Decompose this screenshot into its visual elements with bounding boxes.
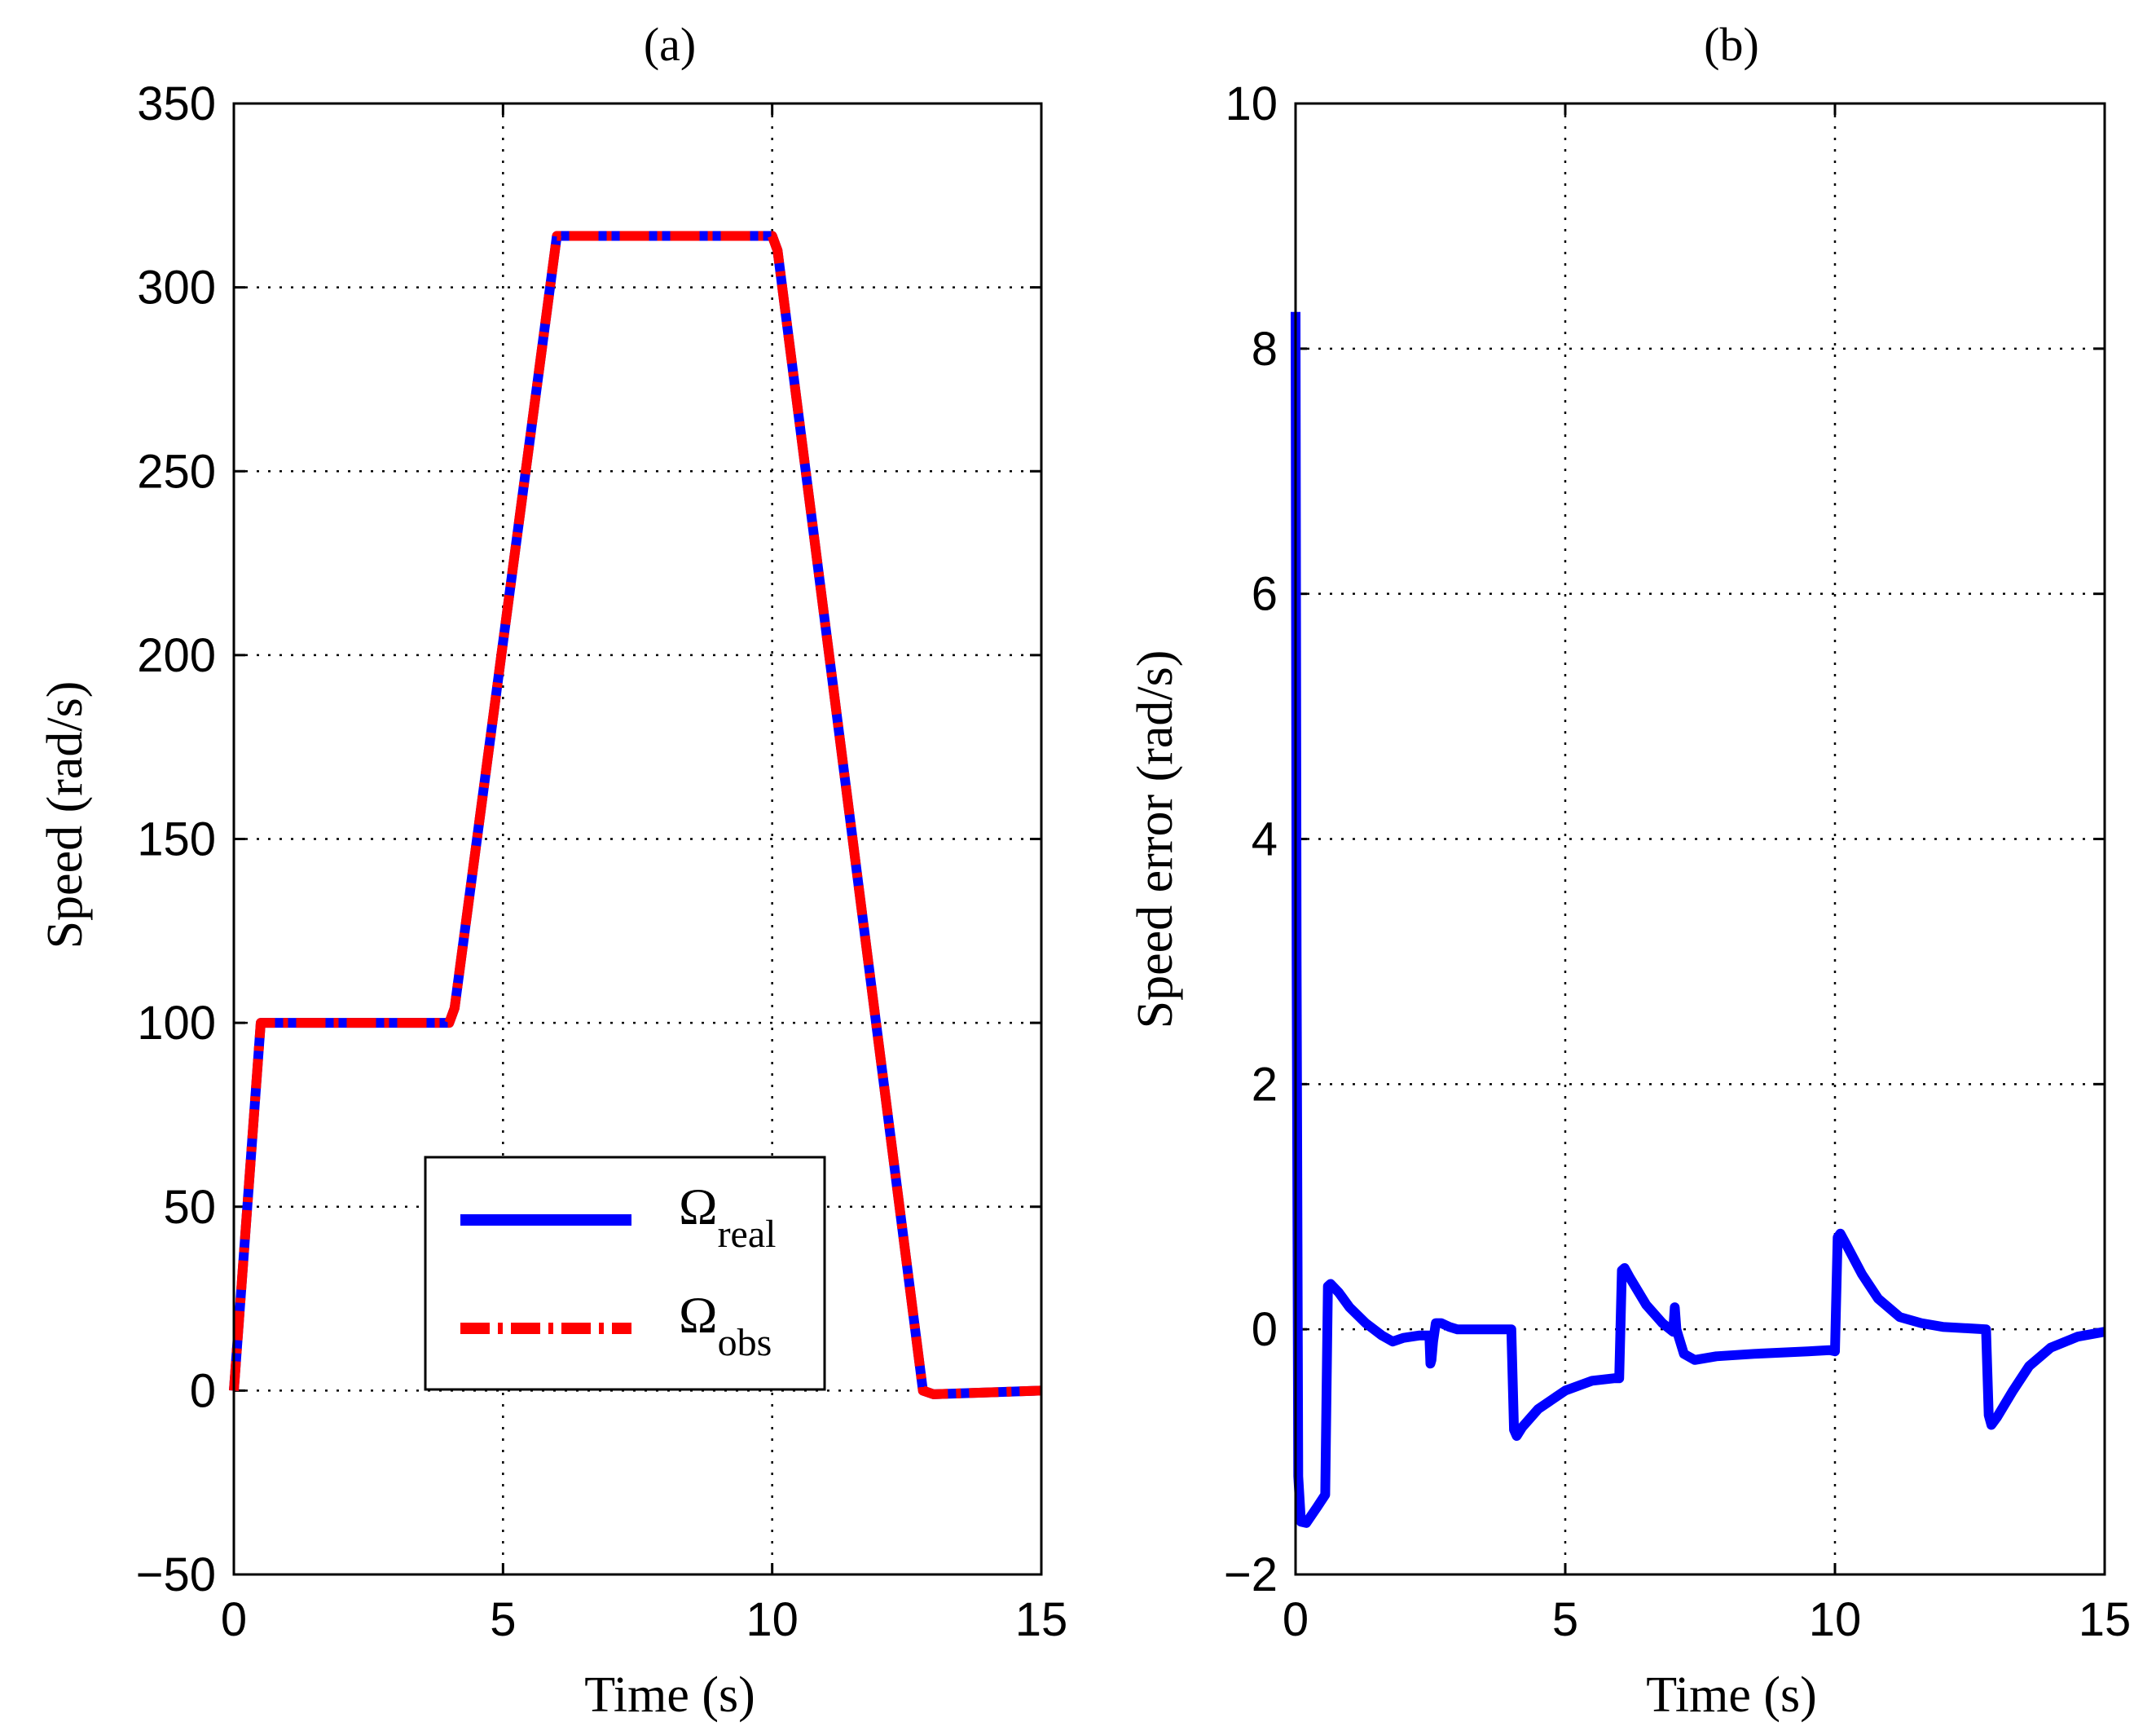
panel-b-ytick-label: 0 xyxy=(1252,1303,1278,1356)
panel-a-ytick-label: 300 xyxy=(137,262,216,315)
panel-a-ytick-label: 250 xyxy=(137,445,216,498)
legend-label-obs: Ωobs xyxy=(679,1286,772,1364)
panel-a-series-obs xyxy=(229,231,1042,1399)
panel-b-frame xyxy=(1294,102,2106,1576)
panel-b-ytick-label: −2 xyxy=(1224,1548,1278,1601)
panel-a-ytick-label: 200 xyxy=(137,629,216,682)
panel-b-xtick-label: 10 xyxy=(1809,1593,1862,1646)
panel-b-series-speed-error xyxy=(1291,311,2106,1528)
panel-a-ytick-label: 350 xyxy=(137,77,216,130)
panel-a-ytick-label: 150 xyxy=(137,813,216,866)
panel-a-ytick-label: −50 xyxy=(136,1548,216,1601)
panel-a-title: (a) xyxy=(644,18,696,71)
panel-b-lines xyxy=(1291,311,2106,1528)
panel-a: (a) Time (s) Speed (rad/s) 0 5 10 15−500501… xyxy=(37,18,1067,1723)
panel-a-ytick-label: 50 xyxy=(163,1181,216,1234)
panel-a-xtick-label: 15 xyxy=(1015,1593,1068,1646)
panel-a-lines xyxy=(229,231,1042,1399)
legend-box xyxy=(424,1156,826,1391)
panel-b-ytick-label: 8 xyxy=(1252,323,1278,376)
panel-b-ytick-label: 6 xyxy=(1252,568,1278,621)
panel-b-xtick-label: 0 xyxy=(1283,1593,1309,1646)
legend: Ωreal Ωobs xyxy=(424,1156,826,1391)
panel-a-ylabel: Speed (rad/s) xyxy=(37,681,93,949)
panel-b: (b) Time (s) Speed error (rad/s) 0 5 10 15 −… xyxy=(1128,18,2131,1723)
panel-a-ytick-label: 0 xyxy=(190,1364,216,1417)
panel-a-xlabel: Time (s) xyxy=(584,1667,755,1723)
panel-b-ylabel: Speed error (rad/s) xyxy=(1128,650,1183,1029)
panel-b-ytick-label: 10 xyxy=(1225,77,1278,130)
panel-a-xtick-label: 0 xyxy=(221,1593,247,1646)
panel-a-xtick-label: 10 xyxy=(746,1593,799,1646)
panel-b-ytick-label: 2 xyxy=(1252,1058,1278,1111)
panel-b-xtick-label: 15 xyxy=(2079,1593,2132,1646)
panel-b-xtick-label: 5 xyxy=(1552,1593,1578,1646)
panel-a-frame xyxy=(232,102,1043,1576)
panel-b-ytick-label: 4 xyxy=(1252,813,1278,866)
panel-a-ytick-label: 100 xyxy=(137,997,216,1050)
panel-b-title: (b) xyxy=(1704,18,1759,71)
panel-a-xtick-label: 5 xyxy=(490,1593,516,1646)
legend-label-real: Ωreal xyxy=(679,1178,777,1256)
panel-b-xlabel: Time (s) xyxy=(1646,1667,1817,1723)
